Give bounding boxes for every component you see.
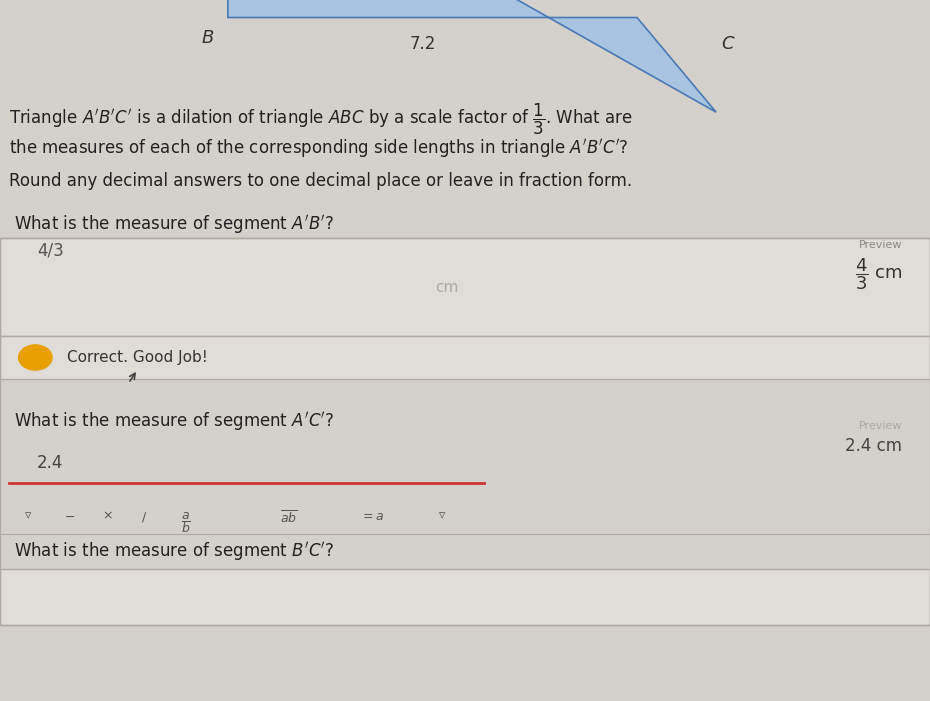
Text: $\triangledown$: $\triangledown$: [438, 510, 445, 523]
Text: C: C: [721, 35, 734, 53]
FancyBboxPatch shape: [0, 569, 930, 625]
Text: cm: cm: [434, 280, 458, 295]
Circle shape: [19, 345, 52, 370]
Polygon shape: [228, 0, 716, 112]
Text: Triangle $A'B'C'$ is a dilation of triangle $ABC$ by a scale factor of $\dfrac{1: Triangle $A'B'C'$ is a dilation of trian…: [9, 102, 633, 137]
Text: What is the measure of segment $A'B'$?: What is the measure of segment $A'B'$?: [14, 213, 334, 236]
Text: $\dfrac{4}{3}$ cm: $\dfrac{4}{3}$ cm: [855, 256, 902, 292]
Text: 2.4: 2.4: [37, 454, 63, 472]
Text: Round any decimal answers to one decimal place or leave in fraction form.: Round any decimal answers to one decimal…: [9, 172, 632, 190]
Text: B: B: [202, 29, 214, 48]
Text: $\times$: $\times$: [101, 510, 113, 523]
Text: $\dfrac{a}{b}$: $\dfrac{a}{b}$: [181, 510, 191, 535]
Text: $= a$: $= a$: [360, 510, 384, 523]
FancyBboxPatch shape: [0, 238, 930, 336]
Text: Preview: Preview: [858, 421, 902, 430]
FancyBboxPatch shape: [0, 336, 930, 379]
Text: What is the measure of segment $B'C'$?: What is the measure of segment $B'C'$?: [14, 540, 334, 563]
Text: 2.4 cm: 2.4 cm: [845, 437, 902, 455]
Text: 4/3: 4/3: [37, 242, 64, 260]
Text: $\triangledown$: $\triangledown$: [24, 510, 32, 523]
Text: 7.2: 7.2: [410, 35, 436, 53]
Text: $-$: $-$: [64, 510, 75, 523]
Text: the measures of each of the corresponding side lengths in triangle $A'B'C'$?: the measures of each of the correspondin…: [9, 137, 629, 160]
Text: $/$: $/$: [141, 510, 147, 524]
Text: $\overline{ab}$: $\overline{ab}$: [280, 510, 297, 526]
Text: What is the measure of segment $A'C'$?: What is the measure of segment $A'C'$?: [14, 410, 334, 433]
Text: Correct. Good Job!: Correct. Good Job!: [67, 350, 207, 365]
Text: Preview: Preview: [858, 240, 902, 250]
